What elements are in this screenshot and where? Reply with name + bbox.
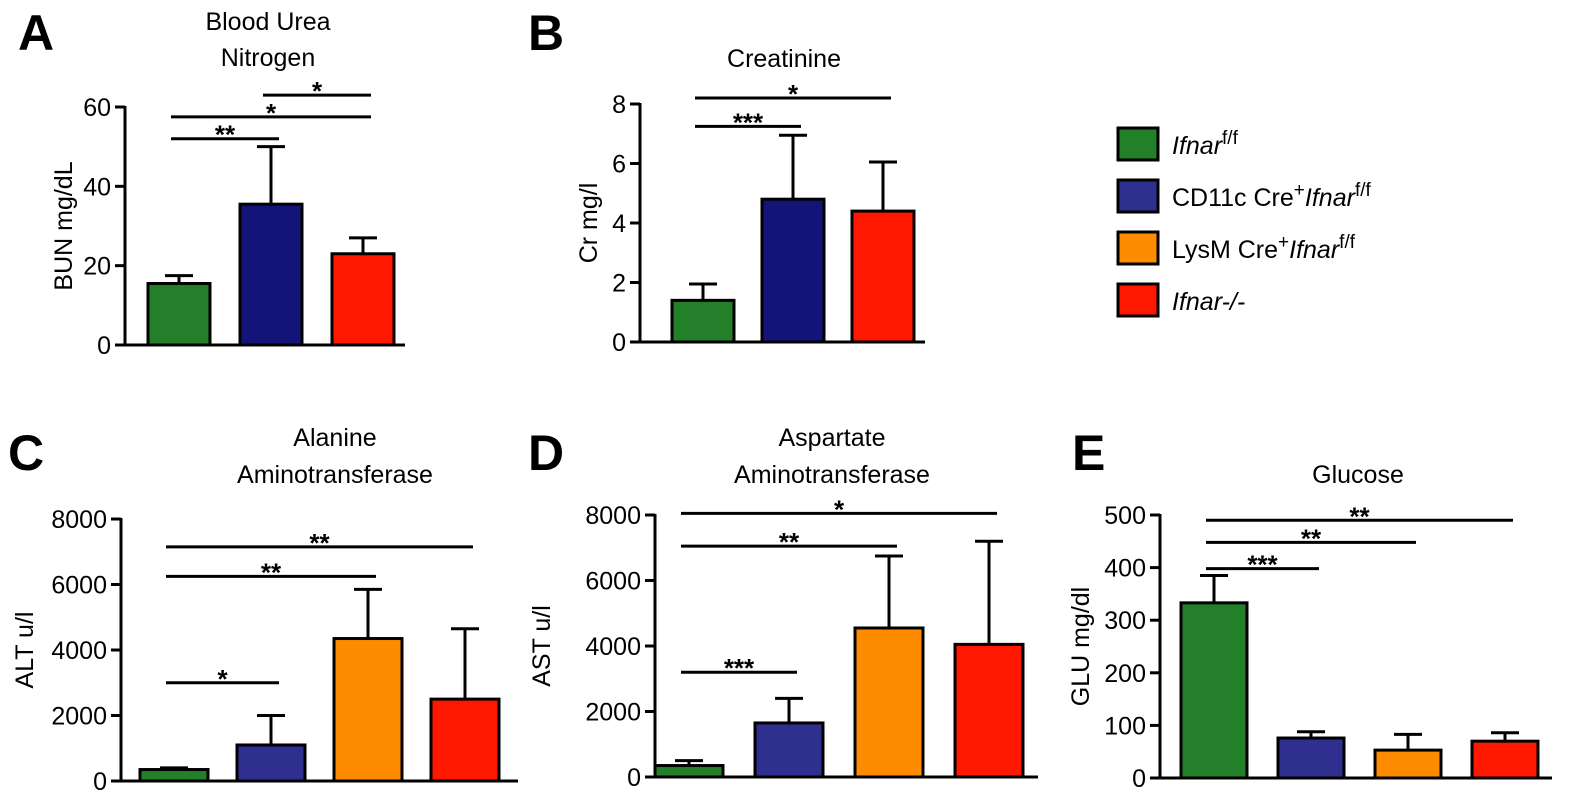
y-tick-label: 100: [1104, 712, 1146, 740]
y-tick-label: 2000: [51, 703, 107, 731]
significance-label: *: [834, 494, 845, 524]
bar-ko: [330, 252, 396, 347]
chart-title: Nitrogen: [221, 44, 316, 72]
legend-swatch-lysm: [1116, 230, 1160, 266]
y-tick-label: 60: [83, 94, 111, 122]
chart-title: Glucose: [1312, 461, 1404, 489]
y-tick-label: 6000: [51, 572, 107, 600]
y-tick-label: 8: [612, 91, 626, 119]
significance-label: *: [217, 664, 228, 694]
y-tick-label: 40: [83, 173, 111, 201]
bar-ifnar_ff: [138, 768, 210, 783]
panel-letter: D: [528, 425, 564, 481]
bar-ko: [953, 642, 1025, 779]
legend-label-ifnar_ff: Ifnarf/f: [1172, 128, 1239, 161]
y-tick-label: 0: [1132, 765, 1146, 793]
significance-label: **: [215, 120, 236, 150]
bar-ifnar_ff: [146, 282, 212, 347]
y-tick-label: 4: [612, 210, 626, 238]
bar-ko: [850, 209, 916, 344]
y-tick-label: 8000: [51, 506, 107, 534]
chart-title: Creatinine: [727, 45, 841, 73]
bar-lysm: [1373, 748, 1443, 780]
y-tick-label: 6: [612, 151, 626, 179]
significance-label: *: [266, 98, 277, 128]
chart-title: Aminotransferase: [237, 461, 433, 489]
panel-letter: A: [18, 5, 54, 61]
chart-title: Aspartate: [778, 424, 885, 452]
panel-letter: B: [528, 5, 564, 61]
bar-lysm: [332, 637, 404, 783]
panel-letter: C: [8, 425, 44, 481]
legend-swatch-ifnar_ff: [1116, 126, 1160, 162]
significance-label: ***: [724, 653, 755, 683]
legend-label-lysm: LysM Cre+Ifnarf/f: [1172, 232, 1356, 265]
y-tick-label: 200: [1104, 660, 1146, 688]
y-axis-label: GLU mg/dl: [1067, 587, 1095, 706]
significance-label: **: [261, 557, 282, 587]
bar-cd11c: [1276, 736, 1346, 780]
y-tick-label: 300: [1104, 607, 1146, 635]
bar-cd11c: [760, 197, 826, 344]
legend-swatch-ko: [1116, 282, 1160, 318]
legend-label-cd11c: CD11c Cre+Ifnarf/f: [1172, 180, 1371, 213]
panel-d: D Aspartate Aminotransferase AST u/l 0 2000 40…: [528, 424, 1038, 792]
chart-title: Aminotransferase: [734, 461, 930, 489]
bar-cd11c: [238, 202, 304, 347]
y-axis-label: AST u/l: [528, 605, 556, 687]
y-tick-label: 20: [83, 253, 111, 281]
significance-label: **: [309, 528, 330, 558]
legend-swatch-cd11c: [1116, 178, 1160, 214]
panel-letter: E: [1072, 425, 1105, 481]
y-tick-label: 4000: [585, 633, 641, 661]
bar-ifnar_ff: [1179, 601, 1249, 780]
bar-ko: [429, 697, 501, 783]
significance-label: **: [1349, 501, 1370, 531]
y-tick-label: 8000: [585, 502, 641, 530]
y-tick-label: 2000: [585, 699, 641, 727]
significance-label: ***: [1247, 550, 1278, 580]
y-axis-label: BUN mg/dL: [50, 161, 78, 290]
legend: Ifnarf/f CD11c Cre+Ifnarf/f LysM Cre+Ifnar…: [1116, 126, 1371, 318]
chart-title: Alanine: [293, 424, 376, 452]
significance-label: **: [779, 527, 800, 557]
panel-c: C Alanine Aminotransferase ALT u/l 0 2000 4000…: [8, 424, 518, 796]
y-tick-label: 0: [93, 768, 107, 796]
y-axis-label: ALT u/l: [11, 612, 39, 689]
significance-label: **: [1301, 523, 1322, 553]
significance-label: *: [312, 76, 323, 106]
y-tick-label: 400: [1104, 555, 1146, 583]
y-tick-label: 4000: [51, 637, 107, 665]
legend-label-ko: Ifnar-/-: [1172, 288, 1245, 316]
y-tick-label: 2: [612, 270, 626, 298]
significance-label: *: [788, 79, 799, 109]
y-tick-label: 0: [97, 332, 111, 360]
bar-ifnar_ff: [653, 764, 725, 779]
y-tick-label: 0: [612, 329, 626, 357]
y-tick-label: 6000: [585, 568, 641, 596]
bar-cd11c: [753, 721, 825, 779]
bar-ko: [1470, 739, 1540, 780]
significance-label: ***: [733, 107, 764, 137]
chart-title: Blood Urea: [205, 8, 330, 36]
y-tick-label: 500: [1104, 502, 1146, 530]
y-tick-label: 0: [627, 764, 641, 792]
y-axis-label: Cr mg/l: [575, 183, 603, 264]
bar-lysm: [853, 626, 925, 779]
bar-cd11c: [235, 743, 307, 783]
bar-ifnar_ff: [670, 298, 736, 344]
